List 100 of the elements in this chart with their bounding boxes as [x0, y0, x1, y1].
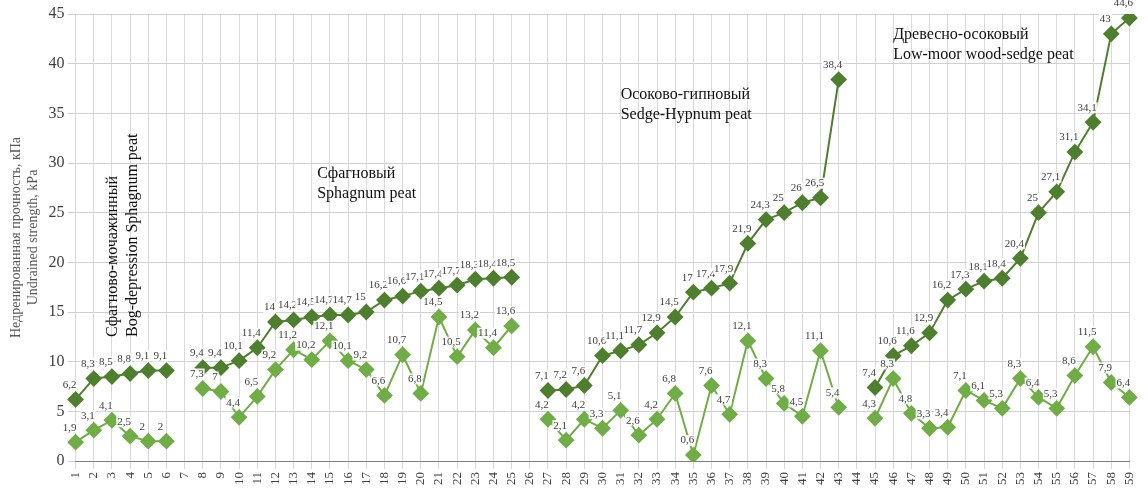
data-label: 12,1: [314, 319, 334, 332]
data-label: 7,6: [571, 363, 586, 376]
data-label: 7,6: [698, 363, 713, 376]
x-tick-label: 12: [266, 472, 282, 485]
data-label: 6,2: [62, 377, 77, 390]
x-tick-label: 41: [793, 472, 809, 485]
point: [667, 385, 684, 402]
data-label: 10,1: [332, 339, 352, 352]
point: [503, 269, 520, 286]
y-tick-label: 40: [48, 53, 65, 71]
x-tick-label: 4: [121, 471, 137, 479]
data-label: 11,1: [805, 329, 824, 342]
data-label: 14,5: [296, 295, 316, 308]
data-label: 2: [157, 419, 164, 432]
annotation: Сфагново-мочажинный Bog-depression Sphagnum peat: [101, 133, 142, 338]
data-label: 6,6: [371, 373, 386, 386]
data-label: 2,5: [117, 414, 132, 427]
data-label: 10,5: [441, 335, 462, 348]
data-label: 7,1: [953, 368, 967, 381]
point: [85, 422, 102, 439]
x-tick-label: 15: [321, 472, 337, 485]
data-label: 6,4: [1025, 375, 1040, 388]
point: [103, 368, 120, 385]
x-tick-label: 47: [902, 471, 918, 485]
point: [594, 347, 611, 364]
data-label: 11,4: [478, 326, 498, 339]
point: [830, 71, 847, 88]
point: [140, 433, 157, 450]
data-label: 9,2: [353, 348, 368, 360]
data-label: 10,2: [296, 338, 316, 351]
point: [630, 336, 647, 353]
point: [376, 292, 393, 309]
point: [667, 308, 684, 325]
data-label: 17,4: [695, 266, 716, 279]
data-label: 3,3: [589, 406, 604, 419]
data-label: 17,7: [441, 263, 462, 276]
point: [485, 270, 502, 287]
point: [994, 400, 1011, 417]
point: [758, 370, 775, 387]
data-label: 7,4: [862, 365, 877, 378]
data-label: 14,2: [278, 298, 298, 311]
data-label: 18,1: [968, 259, 988, 272]
data-label: 8,3: [1007, 356, 1022, 369]
x-tick-label: 55: [1048, 472, 1064, 485]
data-label: 38,4: [823, 57, 843, 70]
y-tick-label: 0: [56, 451, 65, 469]
point: [485, 339, 502, 356]
data-label: 18,4: [477, 256, 498, 269]
point: [1066, 144, 1083, 161]
x-tick-label: 13: [285, 472, 301, 485]
point: [1085, 114, 1102, 131]
point: [558, 381, 575, 398]
data-label: 2,1: [553, 418, 568, 431]
x-tick-label: 17: [357, 471, 373, 485]
data-label: 10,1: [223, 339, 243, 352]
point: [122, 428, 139, 445]
y-axis-title: Недренированная прочность, кПа Undrained strength, kPa: [8, 136, 40, 339]
point: [612, 402, 629, 419]
x-tick-label: 46: [884, 471, 900, 485]
point: [267, 361, 284, 378]
point: [449, 348, 466, 365]
data-label: 4,8: [898, 391, 913, 404]
point: [267, 313, 284, 330]
data-label: 7,3: [189, 366, 205, 379]
data-label: 10,6: [586, 334, 607, 347]
point: [249, 388, 266, 405]
x-tick-label: 32: [630, 472, 646, 485]
data-label: 11,6: [895, 324, 916, 337]
point: [212, 383, 229, 400]
point: [321, 306, 338, 323]
data-label: 17,9: [714, 261, 734, 274]
point: [1085, 338, 1102, 355]
point: [231, 409, 248, 426]
point: [1103, 25, 1120, 42]
point: [122, 365, 139, 382]
x-tick-label: 14: [303, 471, 319, 485]
point: [721, 406, 738, 423]
point: [285, 311, 302, 328]
y-tick-label: 15: [48, 302, 65, 320]
data-label: 11,1: [605, 329, 625, 342]
point: [376, 387, 393, 404]
data-label: 7,2: [553, 367, 568, 380]
point: [703, 377, 720, 394]
point: [612, 342, 629, 359]
x-tick-label: 50: [957, 472, 973, 485]
x-tick-label: 45: [866, 472, 882, 485]
x-tick-label: 34: [666, 471, 682, 485]
x-tick-label: 22: [448, 472, 464, 485]
x-tick-label: 51: [975, 472, 991, 485]
data-label: 14,7: [332, 293, 353, 306]
y-tick-label: 5: [56, 401, 65, 419]
point: [1030, 204, 1047, 221]
x-tick-label: 37: [721, 471, 737, 485]
y-tick-label: 45: [48, 4, 65, 22]
data-label: 5,4: [825, 385, 841, 398]
data-label: 8,3: [753, 356, 768, 369]
x-tick-label: 28: [557, 472, 573, 485]
point: [685, 284, 702, 301]
data-label: 0,6: [680, 433, 695, 446]
data-label: 18,5: [496, 255, 516, 268]
